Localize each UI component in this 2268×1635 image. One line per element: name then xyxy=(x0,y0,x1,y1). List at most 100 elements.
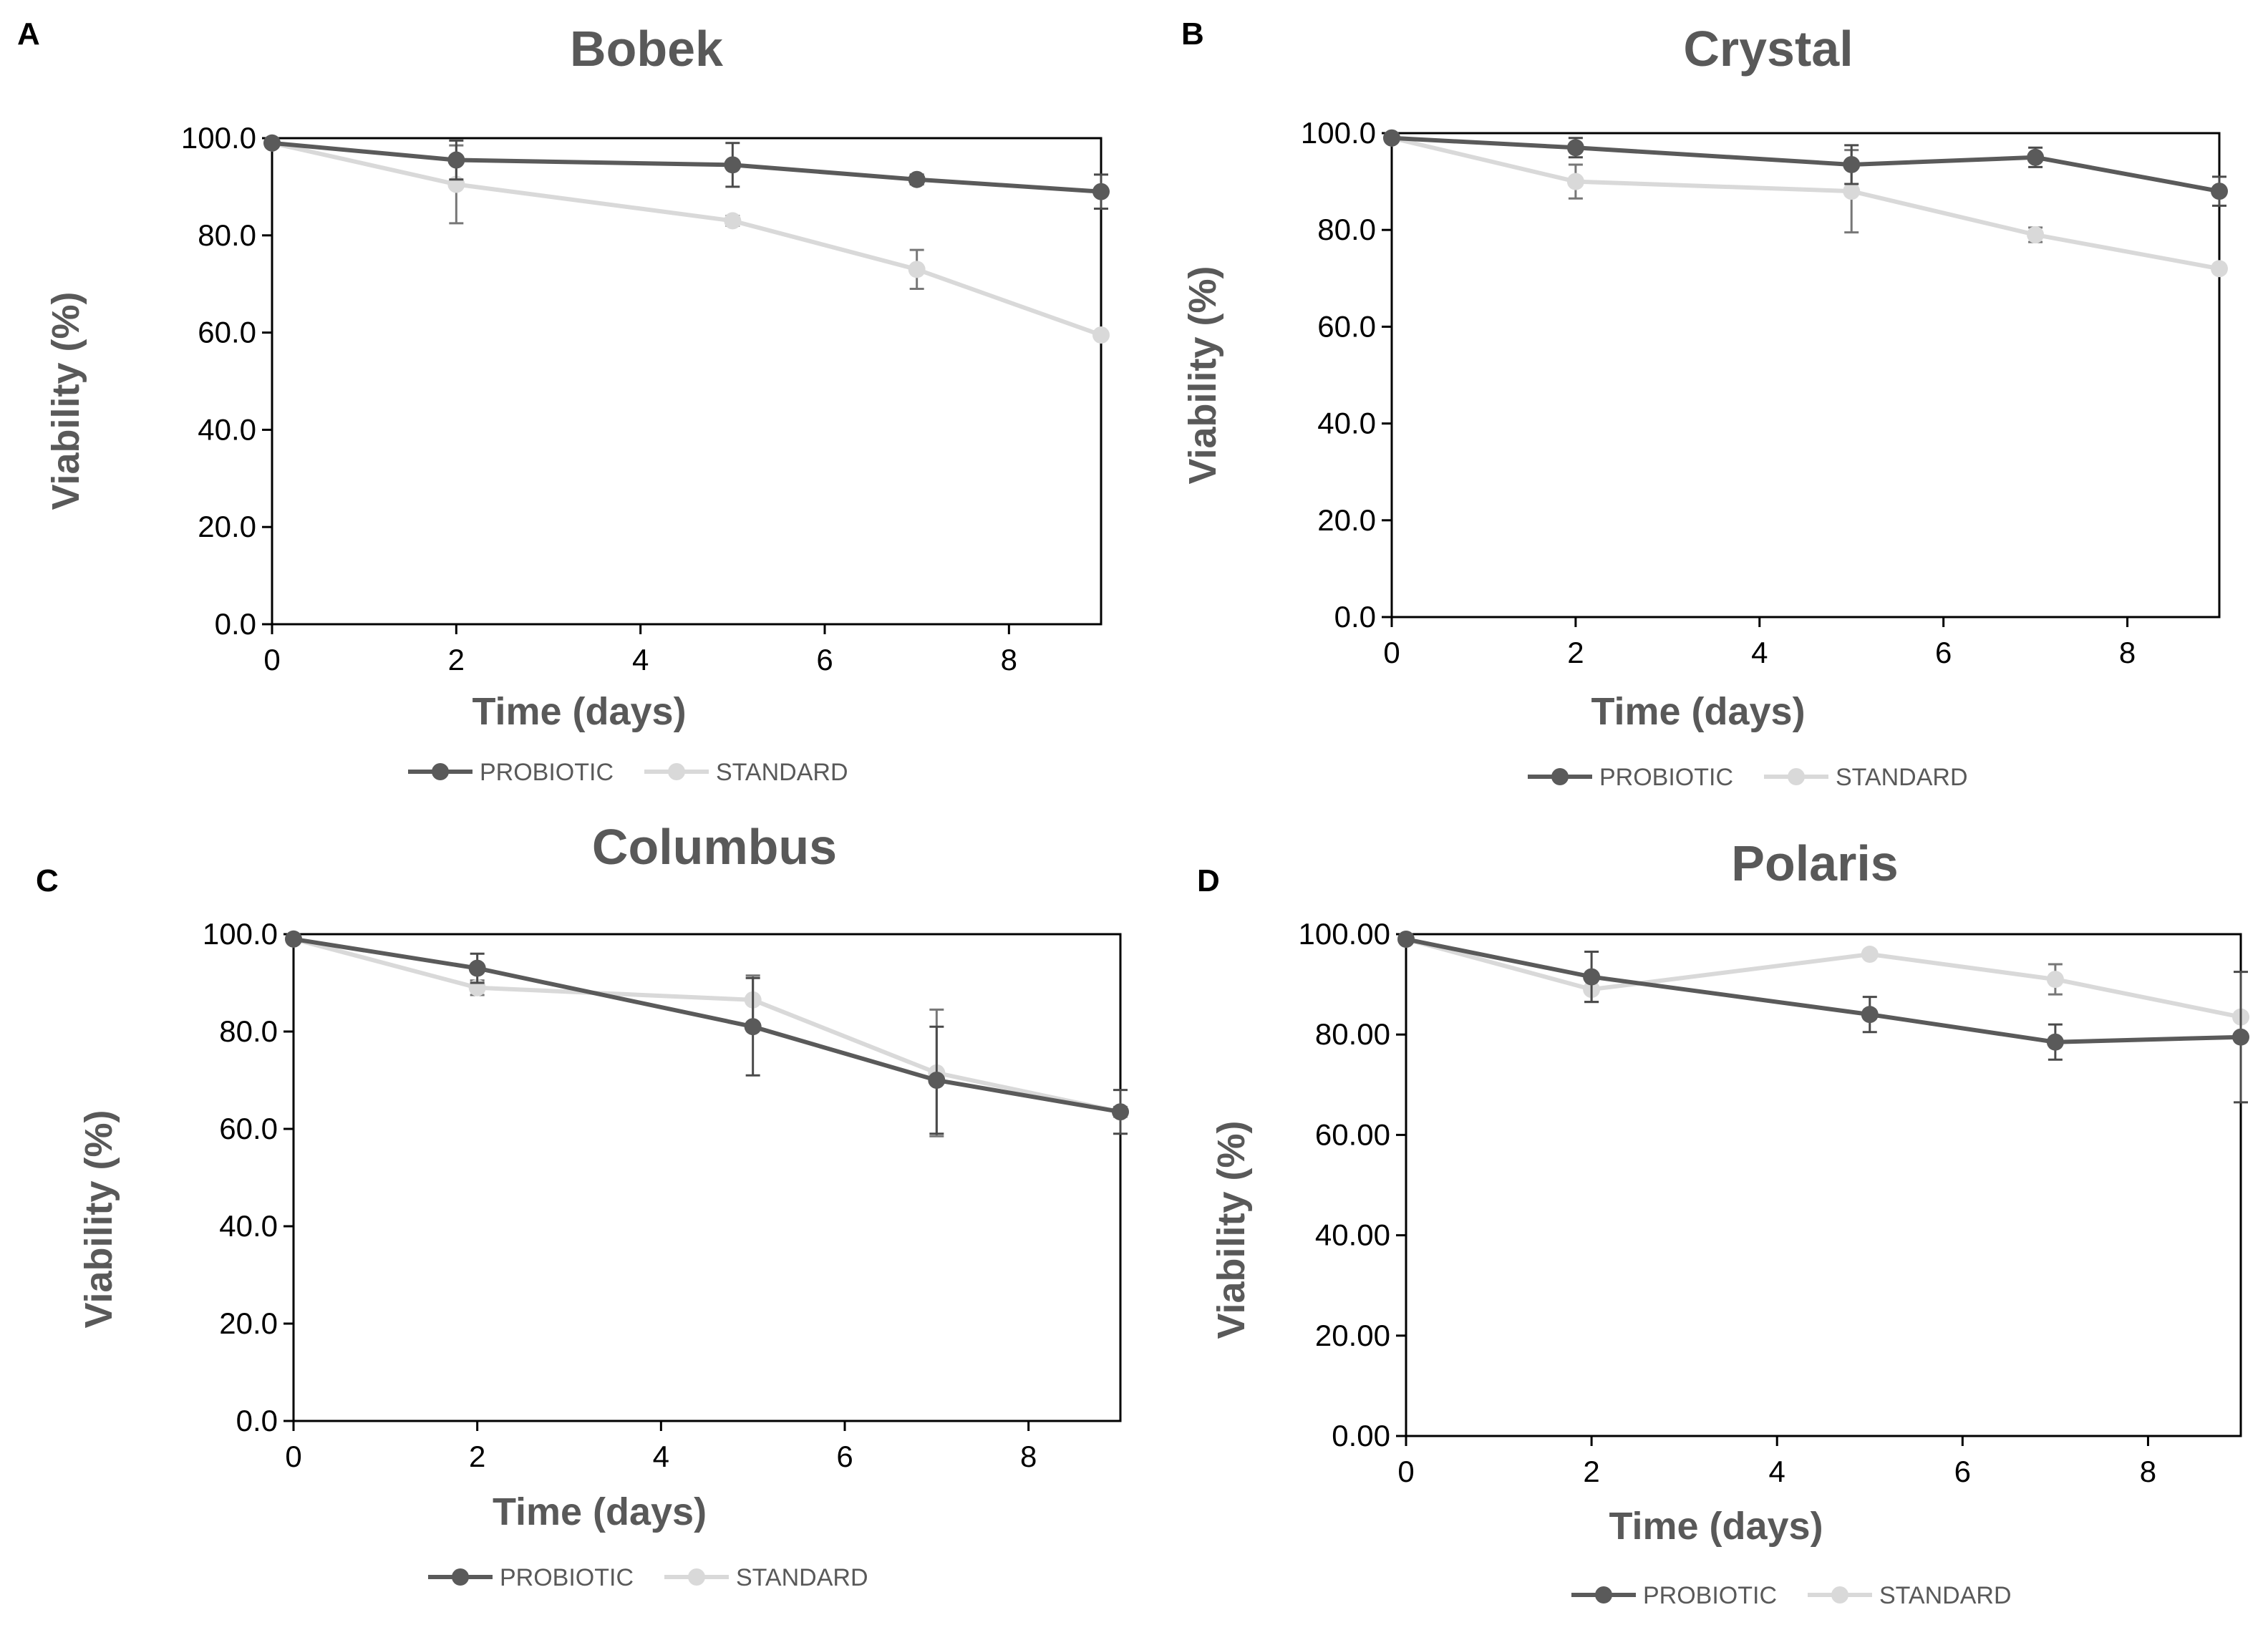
y-tick-label: 20.00 xyxy=(1315,1319,1390,1352)
data-point-standard xyxy=(2211,260,2228,278)
x-tick-label: 0 xyxy=(1383,636,1400,669)
legend-label-probiotic: PROBIOTIC xyxy=(500,1564,634,1591)
chart-panel-d: D Polaris 0.00 20.00 40.00 60.00 80.00 100.00 0 2… xyxy=(1197,835,2249,1609)
series-line-standard xyxy=(271,140,1102,337)
legend-label-probiotic: PROBIOTIC xyxy=(480,759,614,786)
legend-label-probiotic: PROBIOTIC xyxy=(1643,1582,1777,1609)
series-line-standard xyxy=(293,936,1121,1115)
data-point-standard xyxy=(1861,946,1879,964)
data-point-probiotic xyxy=(1112,1103,1129,1121)
chart-title: Bobek xyxy=(570,21,723,77)
y-tick-label: 100.0 xyxy=(203,917,278,951)
data-point-probiotic xyxy=(1397,931,1415,949)
y-tick-label: 60.0 xyxy=(198,316,256,349)
y-tick-label: 100.0 xyxy=(1301,116,1376,150)
series-line-standard xyxy=(1391,135,2220,271)
legend-marker-probiotic xyxy=(432,763,449,780)
panel-letter: A xyxy=(17,16,40,52)
plot-area xyxy=(1405,933,2242,1437)
y-tick-label: 60.0 xyxy=(219,1112,278,1145)
plot-area xyxy=(271,137,1102,626)
x-tick-label: 6 xyxy=(816,643,833,676)
x-tick-label: 6 xyxy=(1954,1455,1971,1488)
y-axis-label: Viability (%) xyxy=(44,291,87,510)
x-tick-label: 4 xyxy=(632,643,649,676)
plot-area xyxy=(1390,132,2221,618)
x-tick-label: 2 xyxy=(1567,636,1584,669)
y-tick-label: 0.0 xyxy=(215,607,256,641)
data-point-standard xyxy=(724,212,742,230)
chart-panel-a: A Bobek 0.0 20.0 40.0 60.0 80.0 100.0 0 2 4 6 8 Time … xyxy=(17,16,1110,786)
data-point-probiotic xyxy=(908,170,926,188)
data-point-probiotic xyxy=(2027,148,2045,166)
legend: PROBIOTIC STANDARD xyxy=(1571,1582,2012,1609)
data-point-standard xyxy=(1092,326,1110,344)
x-tick-label: 6 xyxy=(836,1440,853,1473)
x-axis-label: Time (days) xyxy=(493,1490,707,1533)
data-point-standard xyxy=(1843,183,1861,200)
x-axis-label: Time (days) xyxy=(1609,1505,1823,1548)
y-tick-label: 20.0 xyxy=(198,510,256,543)
x-tick-label: 8 xyxy=(2140,1455,2156,1488)
legend-label-standard: STANDARD xyxy=(1836,764,1968,791)
x-tick-label: 8 xyxy=(1001,643,1017,676)
data-point-probiotic xyxy=(447,151,465,169)
data-point-probiotic xyxy=(2232,1028,2249,1046)
data-point-standard xyxy=(2046,971,2064,989)
y-tick-label: 40.0 xyxy=(198,412,256,446)
legend-label-probiotic: PROBIOTIC xyxy=(1599,764,1733,791)
y-tick-label: 0.0 xyxy=(236,1404,278,1437)
panel-letter: D xyxy=(1197,863,1220,898)
y-tick-label: 80.00 xyxy=(1315,1017,1390,1051)
data-point-standard xyxy=(2027,225,2045,243)
legend: PROBIOTIC STANDARD xyxy=(1528,764,1968,791)
legend-label-standard: STANDARD xyxy=(736,1564,868,1591)
legend-marker-standard xyxy=(1788,768,1805,785)
data-point-probiotic xyxy=(285,930,302,948)
chart-panel-b: B Crystal 0.0 20.0 40.0 60.0 80.0 100.0 0 2 4 6 8 Tim… xyxy=(1181,16,2228,791)
x-tick-label: 8 xyxy=(2119,636,2136,669)
data-point-probiotic xyxy=(1861,1006,1879,1024)
y-tick-label: 60.00 xyxy=(1315,1117,1390,1151)
panel-letter: B xyxy=(1181,16,1204,52)
x-tick-label: 2 xyxy=(469,1440,485,1473)
y-tick-label: 40.0 xyxy=(219,1209,278,1243)
x-tick-label: 0 xyxy=(263,643,280,676)
x-tick-label: 8 xyxy=(1020,1440,1037,1473)
x-tick-label: 2 xyxy=(1583,1455,1599,1488)
legend-marker-probiotic xyxy=(1551,768,1569,785)
data-point-probiotic xyxy=(928,1072,946,1089)
data-point-probiotic xyxy=(2211,183,2228,200)
data-point-probiotic xyxy=(263,134,281,152)
x-tick-label: 4 xyxy=(653,1440,669,1473)
x-tick-label: 0 xyxy=(1397,1455,1414,1488)
data-point-standard xyxy=(1566,173,1584,190)
x-tick-label: 6 xyxy=(1935,636,1952,669)
y-tick-label: 40.00 xyxy=(1315,1218,1390,1252)
panel-letter: C xyxy=(36,863,59,898)
data-point-probiotic xyxy=(1566,139,1584,157)
y-tick-label: 60.0 xyxy=(1317,309,1376,343)
data-point-probiotic xyxy=(1383,129,1400,147)
y-tick-label: 80.0 xyxy=(198,218,256,252)
series-line-probiotic xyxy=(1391,135,2220,194)
series-line-standard xyxy=(1405,937,2242,1019)
x-axis-label: Time (days) xyxy=(472,690,686,733)
legend-label-standard: STANDARD xyxy=(1879,1582,2012,1609)
chart-title: Polaris xyxy=(1731,835,1898,891)
x-tick-label: 0 xyxy=(285,1440,301,1473)
y-tick-label: 80.0 xyxy=(219,1014,278,1048)
y-tick-label: 20.0 xyxy=(219,1306,278,1340)
data-point-probiotic xyxy=(1583,968,1601,986)
y-tick-label: 100.0 xyxy=(181,121,256,155)
y-tick-label: 40.0 xyxy=(1317,407,1376,440)
data-point-probiotic xyxy=(1092,183,1110,200)
y-axis-label: Viability (%) xyxy=(1181,266,1224,484)
y-axis-label: Viability (%) xyxy=(1210,1120,1253,1339)
y-tick-label: 100.00 xyxy=(1299,917,1390,951)
y-tick-label: 0.0 xyxy=(1334,600,1376,634)
data-point-standard xyxy=(908,261,926,278)
y-tick-label: 20.0 xyxy=(1317,503,1376,537)
data-point-probiotic xyxy=(468,959,486,977)
